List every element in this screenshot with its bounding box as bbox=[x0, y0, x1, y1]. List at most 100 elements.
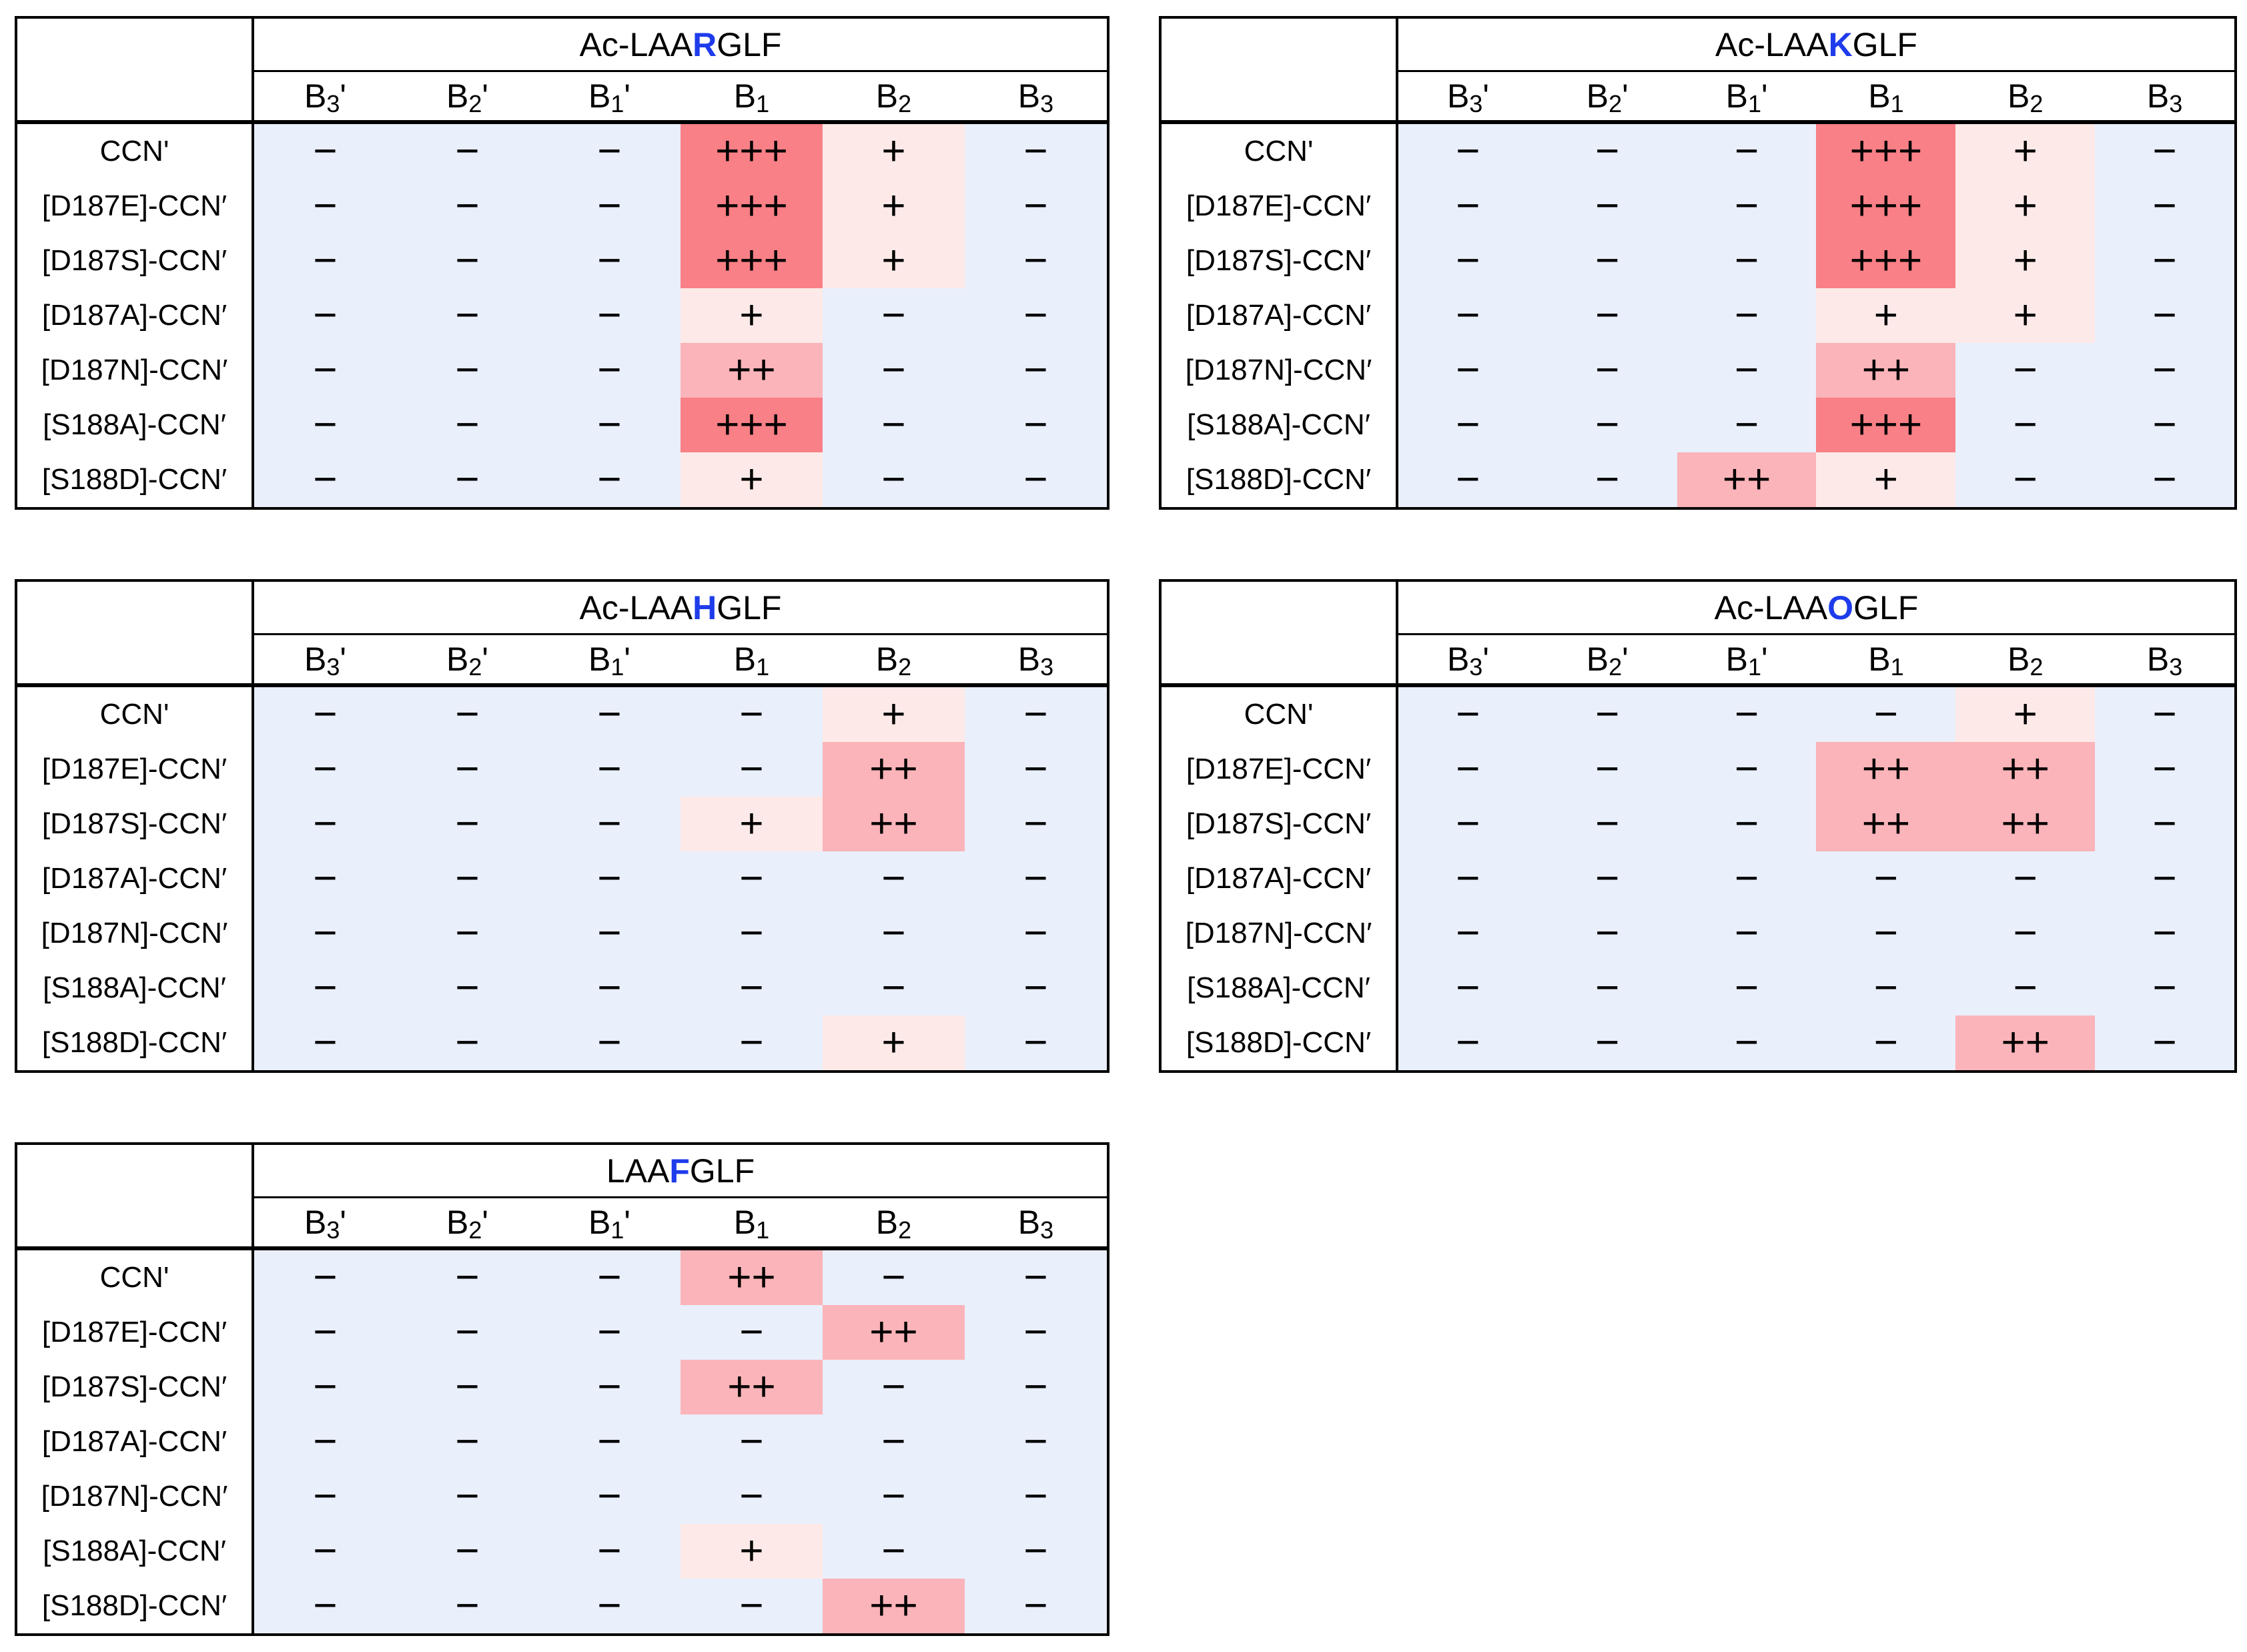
matrix-cell: − bbox=[1955, 343, 2096, 398]
matrix-cell: − bbox=[1537, 1015, 1677, 1070]
matrix-cell: − bbox=[254, 1414, 396, 1469]
matrix-cell: − bbox=[1537, 288, 1677, 343]
column-header: B 1 ' bbox=[1677, 635, 1817, 687]
column-header-base: B bbox=[733, 641, 757, 678]
column-header-prime: ' bbox=[482, 641, 488, 678]
title-prefix: Ac-LAA bbox=[579, 25, 693, 63]
matrix-cell: − bbox=[965, 452, 1107, 507]
matrix-cell: − bbox=[1537, 851, 1677, 906]
matrix-cell: − bbox=[1816, 906, 1956, 961]
matrix-cell: − bbox=[681, 1469, 823, 1524]
matrix-cell: − bbox=[254, 851, 396, 906]
matrix-cell: − bbox=[538, 1579, 681, 1633]
row-label: [S188A]-CCN′ bbox=[17, 1524, 254, 1579]
substrate-table-laafglf: LAA F GLF B 3 ' B 2 ' B 1 ' B 1 B 2 B 3 CCN' − − − ++ − − [D187E]… bbox=[15, 1142, 1109, 1636]
matrix-cell: − bbox=[1398, 234, 1538, 288]
matrix-cell: − bbox=[1398, 124, 1538, 179]
matrix-cell: − bbox=[396, 179, 538, 234]
matrix-cell: − bbox=[1398, 961, 1538, 1015]
row-label: [D187A]-CCN′ bbox=[1162, 851, 1398, 906]
matrix-cell: − bbox=[1677, 687, 1817, 742]
row-label: [S188A]-CCN′ bbox=[17, 961, 254, 1015]
column-header-subscript: 3 bbox=[326, 653, 340, 681]
matrix-cell: − bbox=[396, 343, 538, 398]
column-header-subscript: 3 bbox=[2169, 90, 2183, 117]
matrix-cell: − bbox=[823, 288, 965, 343]
matrix-cell: − bbox=[965, 1579, 1107, 1633]
matrix-cell: − bbox=[965, 1524, 1107, 1579]
matrix-cell: − bbox=[2095, 906, 2234, 961]
row-label: [D187S]-CCN′ bbox=[17, 797, 254, 851]
matrix-cell: − bbox=[538, 234, 681, 288]
matrix-cell: − bbox=[965, 797, 1107, 851]
matrix-cell: − bbox=[1955, 452, 2096, 507]
column-header: B 3 ' bbox=[254, 1198, 396, 1250]
matrix-cell: − bbox=[396, 1360, 538, 1414]
matrix-cell: − bbox=[965, 1469, 1107, 1524]
corner-cell bbox=[1162, 19, 1398, 124]
matrix-cell: − bbox=[1398, 452, 1538, 507]
matrix-cell: − bbox=[1955, 851, 2096, 906]
column-header-base: B bbox=[446, 77, 469, 115]
matrix-cell: − bbox=[538, 906, 681, 961]
matrix-cell: − bbox=[1677, 288, 1817, 343]
title-prefix: Ac-LAA bbox=[1714, 588, 1828, 627]
matrix-cell: − bbox=[396, 906, 538, 961]
matrix-cell: − bbox=[965, 1414, 1107, 1469]
row-label: [D187N]-CCN′ bbox=[1162, 906, 1398, 961]
matrix-cell: − bbox=[1537, 797, 1677, 851]
row-label: [D187S]-CCN′ bbox=[17, 234, 254, 288]
column-header-base: B bbox=[2007, 77, 2030, 115]
matrix-cell: − bbox=[1677, 179, 1817, 234]
column-header-subscript: 2 bbox=[2030, 90, 2044, 117]
matrix-cell: − bbox=[254, 452, 396, 507]
column-header-base: B bbox=[588, 1204, 611, 1241]
matrix-cell: − bbox=[538, 452, 681, 507]
matrix-cell: ++ bbox=[1816, 343, 1956, 398]
column-header: B 2 ' bbox=[396, 1198, 538, 1250]
column-header: B 3 ' bbox=[1398, 72, 1538, 124]
column-header-subscript: 2 bbox=[1609, 90, 1623, 117]
column-header-base: B bbox=[446, 1204, 469, 1241]
matrix-cell: − bbox=[1398, 398, 1538, 452]
column-header-base: B bbox=[733, 1204, 757, 1241]
matrix-cell: − bbox=[965, 906, 1107, 961]
matrix-cell: − bbox=[1398, 343, 1538, 398]
matrix-cell: − bbox=[1398, 742, 1538, 797]
matrix-cell: − bbox=[681, 1579, 823, 1633]
column-header-subscript: 3 bbox=[1469, 653, 1483, 681]
matrix-cell: ++ bbox=[1955, 1015, 2096, 1070]
table-title: Ac-LAA H GLF bbox=[254, 582, 1107, 635]
column-header-subscript: 3 bbox=[326, 90, 340, 117]
column-header-subscript: 3 bbox=[326, 1216, 340, 1244]
matrix-cell: − bbox=[396, 851, 538, 906]
row-label: CCN' bbox=[1162, 687, 1398, 742]
matrix-cell: − bbox=[396, 687, 538, 742]
matrix-cell: − bbox=[254, 1360, 396, 1414]
matrix-cell: − bbox=[254, 797, 396, 851]
matrix-cell: − bbox=[681, 851, 823, 906]
matrix-cell: − bbox=[1398, 906, 1538, 961]
matrix-cell: − bbox=[1816, 1015, 1956, 1070]
column-header-subscript: 2 bbox=[468, 1216, 482, 1244]
matrix-cell: +++ bbox=[681, 234, 823, 288]
matrix-cell: − bbox=[254, 1579, 396, 1633]
matrix-cell: − bbox=[538, 1469, 681, 1524]
matrix-cell: + bbox=[823, 1015, 965, 1070]
column-header-base: B bbox=[2007, 641, 2030, 678]
matrix-cell: − bbox=[254, 1469, 396, 1524]
column-header-prime: ' bbox=[482, 1204, 488, 1241]
matrix-cell: ++ bbox=[681, 343, 823, 398]
matrix-cell: − bbox=[1816, 687, 1956, 742]
matrix-cell: − bbox=[2095, 452, 2234, 507]
matrix-cell: ++ bbox=[823, 742, 965, 797]
matrix-cell: − bbox=[1537, 398, 1677, 452]
matrix-cell: + bbox=[681, 1524, 823, 1579]
matrix-cell: + bbox=[1955, 124, 2096, 179]
